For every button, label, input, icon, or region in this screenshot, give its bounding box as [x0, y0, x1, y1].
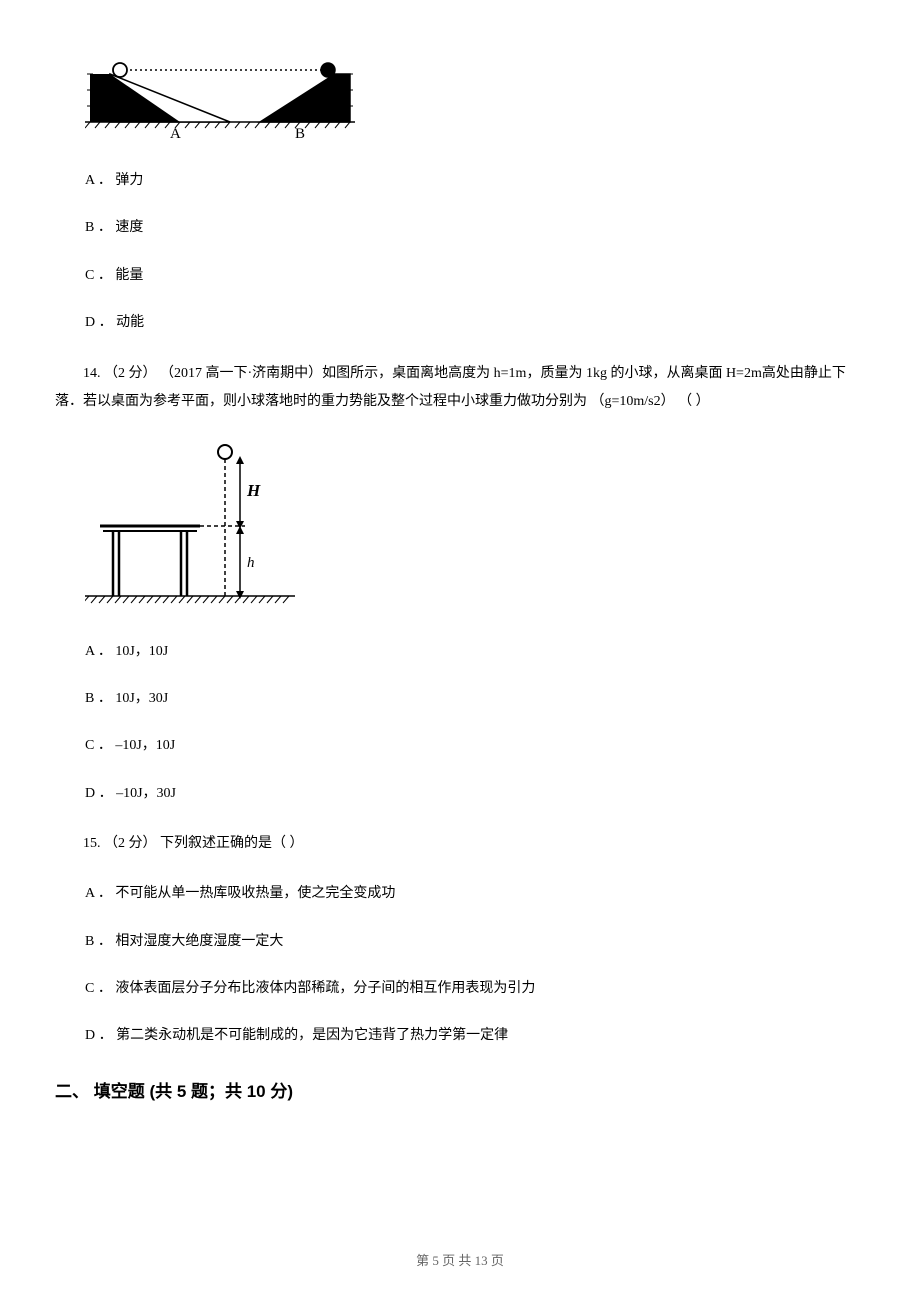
- q13-label-b: B: [295, 126, 305, 140]
- q15-option-c: C ． 液体表面层分子分布比液体内部稀疏，分子间的相互作用表现为引力: [85, 978, 865, 1000]
- q13-option-b: B ． 速度: [85, 217, 865, 239]
- section-2-title: 二、 填空题 (共 5 题；共 10 分): [55, 1078, 865, 1105]
- q13-figure: A B: [85, 60, 865, 140]
- q14-option-d: D ． –10J，30J: [85, 783, 865, 805]
- q13-option-a: A ． 弹力: [85, 170, 865, 192]
- q14-option-c: C ． –10J，10J: [85, 735, 865, 757]
- q15-text: 15. （2 分） 下列叙述正确的是（ ）: [55, 830, 865, 858]
- q14-figure: H h: [85, 441, 865, 611]
- page-footer: 第 5 页 共 13 页: [0, 1251, 920, 1272]
- q14-option-b: B ． 10J，30J: [85, 688, 865, 710]
- q13-svg: A B: [85, 60, 355, 140]
- q13-option-c: C ． 能量: [85, 265, 865, 287]
- q15-option-a: A ． 不可能从单一热库吸收热量，使之完全变成功: [85, 883, 865, 905]
- q13-label-a: A: [170, 126, 181, 140]
- q14-option-a: A ． 10J，10J: [85, 641, 865, 663]
- q14-svg: H h: [85, 441, 295, 611]
- q14-text: 14. （2 分） （2017 高一下·济南期中）如图所示，桌面离地高度为 h=…: [55, 360, 865, 416]
- q15-option-d: D ． 第二类永动机是不可能制成的，是因为它违背了热力学第一定律: [85, 1025, 865, 1047]
- q13-option-d: D ． 动能: [85, 312, 865, 334]
- q15-option-b: B ． 相对湿度大绝度湿度一定大: [85, 931, 865, 953]
- q14-label-h-upper: H: [246, 481, 261, 500]
- q14-label-h-lower: h: [247, 555, 255, 571]
